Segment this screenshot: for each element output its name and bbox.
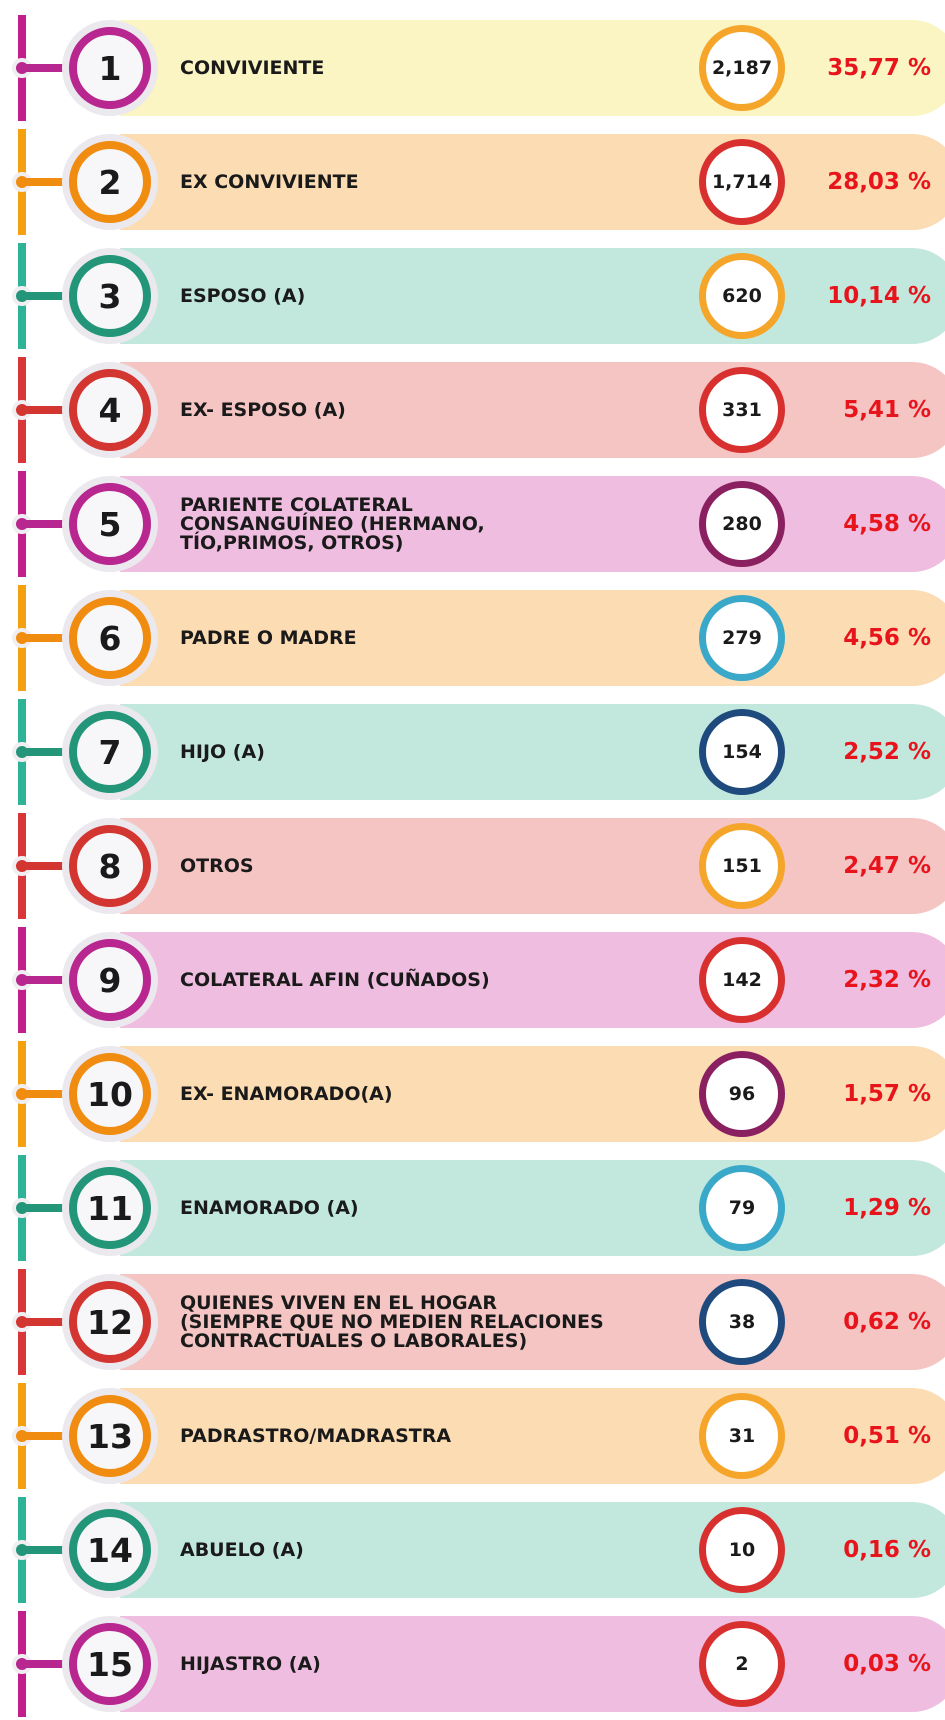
rank-number: 1 (69, 27, 151, 109)
percent-value: 0,16 % (843, 1537, 931, 1563)
count-value: 1,714 (699, 139, 785, 225)
count-value: 38 (699, 1279, 785, 1365)
row-band (120, 1274, 945, 1370)
rank-number: 11 (69, 1167, 151, 1249)
row-label: HIJO (A) (180, 740, 265, 763)
row-label: OTROS (180, 854, 254, 877)
row-band (120, 1388, 945, 1484)
percent-value: 1,57 % (843, 1081, 931, 1107)
count-value: 280 (699, 481, 785, 567)
row-band (120, 1502, 945, 1598)
count-value: 10 (699, 1507, 785, 1593)
row-label: EX- ESPOSO (A) (180, 398, 346, 421)
count-value: 96 (699, 1051, 785, 1137)
row-label: ABUELO (A) (180, 1538, 304, 1561)
percent-value: 35,77 % (827, 55, 931, 81)
row-label: PADRASTRO/MADRASTRA (180, 1424, 452, 1447)
count-value: 331 (699, 367, 785, 453)
row-label: PADRE O MADRE (180, 626, 357, 649)
connector (22, 1546, 72, 1554)
percent-value: 28,03 % (827, 169, 931, 195)
row-label: EX CONVIVIENTE (180, 170, 359, 193)
percent-value: 2,32 % (843, 967, 931, 993)
rank-number: 7 (69, 711, 151, 793)
rank-number: 5 (69, 483, 151, 565)
row-band (120, 590, 945, 686)
count-value: 2 (699, 1621, 785, 1707)
count-value: 154 (699, 709, 785, 795)
rank-number: 4 (69, 369, 151, 451)
row-band (120, 20, 945, 116)
percent-value: 4,58 % (843, 511, 931, 537)
row-band (120, 932, 945, 1028)
row-label: EX- ENAMORADO(A) (180, 1082, 393, 1105)
row-band (120, 476, 945, 572)
connector (22, 292, 72, 300)
count-value: 2,187 (699, 25, 785, 111)
connector (22, 748, 72, 756)
connector (22, 634, 72, 642)
percent-value: 5,41 % (843, 397, 931, 423)
percent-value: 2,47 % (843, 853, 931, 879)
percent-value: 4,56 % (843, 625, 931, 651)
rank-number: 3 (69, 255, 151, 337)
row-band (120, 362, 945, 458)
rank-number: 8 (69, 825, 151, 907)
connector (22, 64, 72, 72)
percent-value: 0,51 % (843, 1423, 931, 1449)
rank-number: 2 (69, 141, 151, 223)
count-value: 79 (699, 1165, 785, 1251)
row-label: ESPOSO (A) (180, 284, 306, 307)
connector (22, 1318, 72, 1326)
count-value: 142 (699, 937, 785, 1023)
connector (22, 1090, 72, 1098)
rank-number: 10 (69, 1053, 151, 1135)
row-band (120, 1616, 945, 1712)
row-band (120, 1160, 945, 1256)
connector (22, 178, 72, 186)
row-label: CONVIVIENTE (180, 56, 325, 79)
rank-number: 13 (69, 1395, 151, 1477)
row-label: HIJASTRO (A) (180, 1652, 321, 1675)
row-label: ENAMORADO (A) (180, 1196, 359, 1219)
count-value: 151 (699, 823, 785, 909)
row-label: PARIENTE COLATERAL CONSANGUÍNEO (HERMANO… (180, 493, 485, 554)
row-band (120, 1046, 945, 1142)
connector (22, 862, 72, 870)
connector (22, 406, 72, 414)
rank-number: 15 (69, 1623, 151, 1705)
row-band (120, 704, 945, 800)
connector (22, 1204, 72, 1212)
row-label: QUIENES VIVEN EN EL HOGAR (SIEMPRE QUE N… (180, 1291, 604, 1352)
count-value: 279 (699, 595, 785, 681)
row-label: COLATERAL AFIN (CUÑADOS) (180, 968, 490, 991)
percent-value: 0,03 % (843, 1651, 931, 1677)
percent-value: 1,29 % (843, 1195, 931, 1221)
rank-number: 6 (69, 597, 151, 679)
connector (22, 1660, 72, 1668)
percent-value: 0,62 % (843, 1309, 931, 1335)
percent-value: 10,14 % (827, 283, 931, 309)
count-value: 31 (699, 1393, 785, 1479)
row-band (120, 134, 945, 230)
percent-value: 2,52 % (843, 739, 931, 765)
connector (22, 520, 72, 528)
row-band (120, 818, 945, 914)
connector (22, 976, 72, 984)
count-value: 620 (699, 253, 785, 339)
connector (22, 1432, 72, 1440)
rank-number: 12 (69, 1281, 151, 1363)
row-band (120, 248, 945, 344)
rank-number: 9 (69, 939, 151, 1021)
rank-number: 14 (69, 1509, 151, 1591)
